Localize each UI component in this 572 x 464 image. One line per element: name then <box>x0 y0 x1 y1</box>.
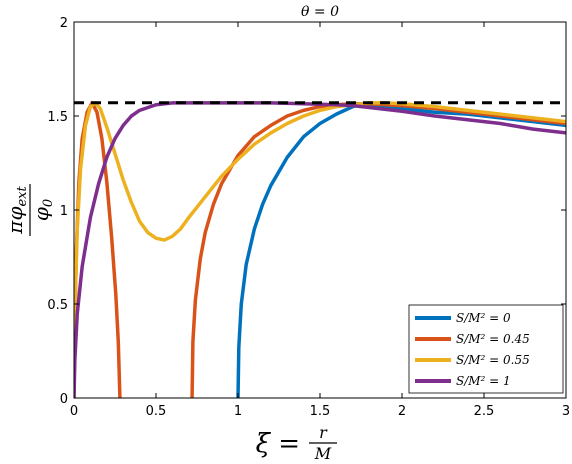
legend-label-3: S/M² = 0.55 <box>456 353 530 367</box>
tick-layer: 0 0.5 1 1.5 2 2.5 3 0 0.5 1 1.5 2 <box>47 16 570 419</box>
y-axis-label-numerator: πφext <box>3 186 30 235</box>
x-tick-label: 1 <box>234 404 242 419</box>
y-tick-label: 1 <box>60 204 68 219</box>
y-tick-label: 0 <box>60 392 68 407</box>
series-layer <box>74 101 566 398</box>
x-tick-label: 0 <box>70 404 78 419</box>
x-axis-label-lhs: ξ = <box>256 429 300 459</box>
series-line-2-segment-2 <box>190 102 566 398</box>
series-line-4-segment-1 <box>74 101 566 398</box>
x-tick-label: 0.5 <box>146 404 167 419</box>
x-axis-label-numerator: r <box>319 423 328 442</box>
x-tick-label: 2.5 <box>474 404 495 419</box>
legend-label-4: S/M² = 1 <box>456 374 511 388</box>
series-line-1-segment-1 <box>236 102 566 398</box>
legend: S/M² = 0 S/M² = 0.45 S/M² = 0.55 S/M² = 1 <box>408 304 564 394</box>
y-tick-label: 2 <box>60 16 68 31</box>
y-tick-label: 0.5 <box>47 298 68 313</box>
y-tick-label: 1.5 <box>47 110 68 125</box>
legend-label-1: S/M² = 0 <box>456 311 511 325</box>
legend-label-2: S/M² = 0.45 <box>456 332 530 346</box>
x-tick-label: 1.5 <box>310 404 331 419</box>
x-tick-label: 2 <box>398 404 406 419</box>
x-axis-label-denominator: M <box>314 444 332 463</box>
x-axis-label: ξ = r M <box>256 423 337 463</box>
chart-title: θ = 0 <box>301 4 339 20</box>
x-tick-label: 3 <box>562 404 570 419</box>
